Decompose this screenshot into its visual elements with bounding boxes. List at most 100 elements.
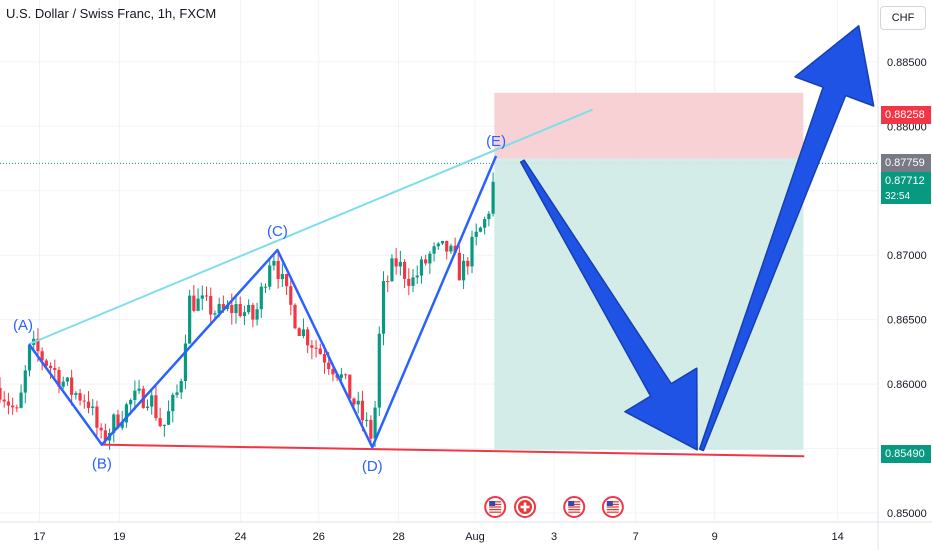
candle-body (129, 400, 133, 405)
candle-body (53, 368, 57, 370)
candle-body (11, 405, 15, 408)
candle-body (402, 261, 407, 279)
wave-labels: (A) (B) (C) (D) (E) (13, 133, 506, 475)
candle-body (255, 309, 259, 320)
candle-body (103, 430, 107, 441)
stop-loss-zone (494, 92, 804, 159)
candle-body (230, 305, 234, 314)
candle-body (466, 260, 470, 267)
event-icons[interactable] (484, 496, 624, 518)
y-tick-label: 0.88000 (887, 121, 927, 133)
candle-body (44, 360, 48, 366)
candle-body (483, 219, 487, 228)
candle-body (419, 259, 424, 276)
candle-body (339, 374, 343, 378)
candle-body (318, 348, 322, 355)
candle-body (234, 304, 238, 314)
candle-body (424, 259, 428, 264)
candle-body (284, 274, 289, 287)
candle-body (70, 377, 74, 395)
y-tick-label: 0.88500 (887, 57, 927, 69)
candle-body (343, 374, 348, 376)
stop-price-tag: 0.88258 (881, 106, 931, 124)
grid (0, 0, 878, 522)
trendlines (27, 108, 805, 458)
wave-label: (C) (267, 223, 288, 240)
candle-body (183, 343, 188, 382)
x-tick-label: 9 (712, 531, 718, 543)
wave-label: (A) (13, 317, 33, 334)
candle-body (428, 253, 432, 264)
candle-body (2, 399, 6, 402)
candle-body (40, 351, 44, 361)
candle-body (440, 240, 445, 244)
candle-body (386, 281, 390, 283)
candle-body (188, 295, 192, 344)
candle-body (204, 295, 209, 297)
candle-body (99, 427, 103, 431)
candle-body (116, 414, 120, 428)
projection-arrows (519, 25, 875, 452)
candle-body (331, 369, 335, 375)
candle-body (280, 274, 284, 280)
candle-body (221, 304, 225, 309)
wave-label: (D) (362, 458, 383, 475)
us-event-icon[interactable] (484, 496, 507, 518)
candle-body (19, 392, 23, 408)
candle-body (27, 344, 32, 371)
x-tick-label: 7 (633, 531, 639, 543)
flag-canton (606, 501, 613, 506)
candle-body (209, 295, 213, 315)
candle-body (415, 275, 419, 278)
x-tick-label: 24 (234, 531, 246, 543)
y-tick-label: 0.87000 (887, 250, 927, 262)
ch-event-icon[interactable] (514, 496, 537, 518)
candle-body (162, 424, 166, 427)
candle-body (150, 395, 154, 407)
candle-body (158, 418, 162, 427)
candle-body (470, 236, 474, 267)
candle-body (0, 387, 2, 400)
candle-body (449, 245, 453, 252)
candle-body (82, 400, 86, 402)
down-arrow (519, 159, 698, 451)
candle-body (289, 286, 293, 305)
candle-body (297, 328, 301, 337)
candle-body (263, 286, 268, 288)
candle-body (36, 338, 40, 352)
candle-body (436, 243, 440, 247)
candle-body (166, 411, 171, 425)
candle-body (179, 381, 183, 393)
candle-body (360, 400, 365, 421)
candle-body (373, 407, 377, 439)
x-tick-label: 19 (113, 531, 125, 543)
candle-body (91, 406, 95, 408)
us-event-icon[interactable] (601, 496, 624, 518)
candle-body (57, 369, 61, 387)
candle-body (112, 414, 116, 433)
candle-body (78, 393, 82, 401)
us-event-icon[interactable] (563, 496, 586, 518)
chart-title: U.S. Dollar / Swiss Franc, 1h, FXCM (6, 6, 217, 21)
candle-body (352, 398, 356, 405)
x-tick-label: 17 (33, 531, 45, 543)
candle-body (213, 313, 217, 315)
candle-body (196, 298, 200, 311)
candle-body (461, 260, 466, 281)
y-tick-label: 0.86000 (887, 379, 927, 391)
candle-body (293, 304, 297, 329)
wave-label: (B) (92, 456, 112, 473)
current-price-tag: 0.87712 (881, 172, 931, 190)
candle-body (120, 422, 124, 428)
candle-body (377, 333, 381, 408)
candle-body (124, 404, 129, 423)
candle-body (487, 213, 491, 220)
candle-body (48, 365, 53, 369)
candle-body (390, 258, 394, 282)
currency-button[interactable]: CHF (880, 6, 926, 30)
wave-label: (E) (486, 133, 506, 150)
candle-body (86, 401, 91, 408)
up-arrow (698, 25, 875, 452)
y-tick-label: 0.85000 (887, 508, 927, 520)
